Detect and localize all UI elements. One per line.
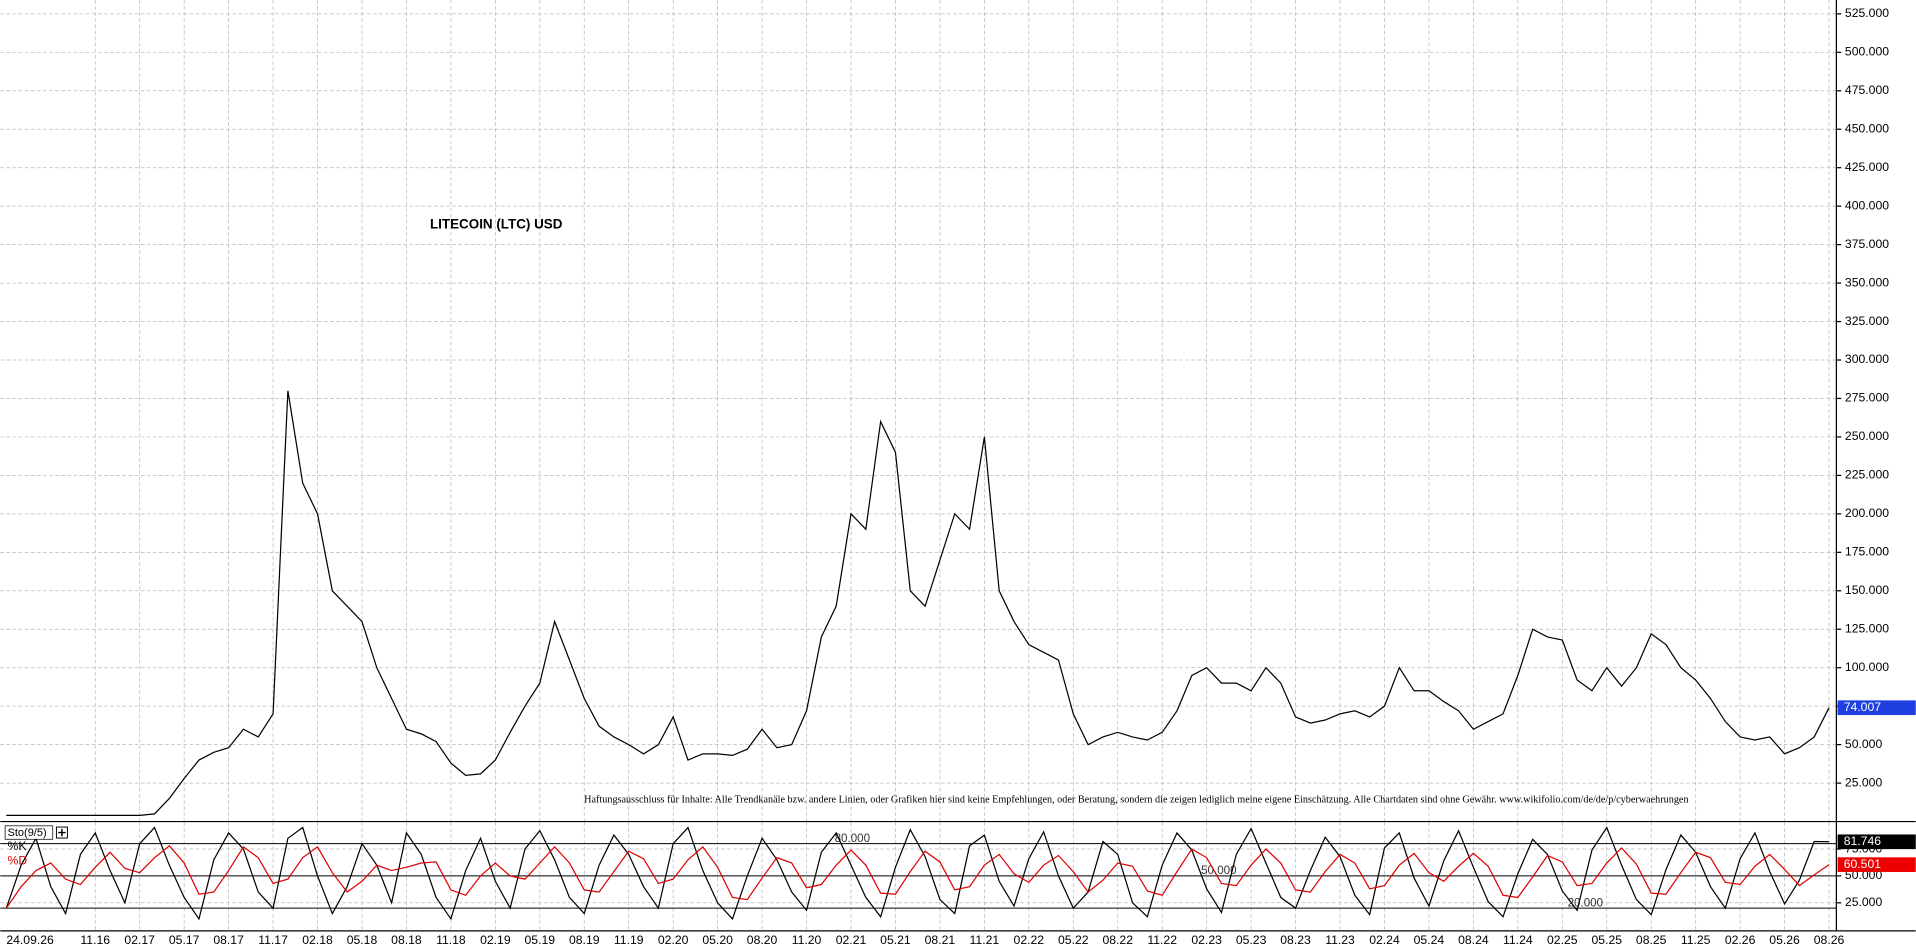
- x-tick-label: 08.25: [1636, 933, 1667, 947]
- x-tick-label: 11.23: [1325, 933, 1355, 947]
- x-tick-label: 02.21: [836, 933, 867, 947]
- y-tick-label: 300.000: [1845, 352, 1889, 366]
- x-tick-label: 05.19: [525, 933, 556, 947]
- x-tick-label: 24.09.26: [6, 933, 54, 947]
- y-tick-label: 25.000: [1845, 775, 1883, 789]
- x-tick-label: 05.26: [1769, 933, 1800, 947]
- y-tick-label: 325.000: [1845, 314, 1889, 328]
- level-label: 80.000: [835, 832, 870, 845]
- indicator-box[interactable]: [4, 825, 54, 840]
- y-tick-label: 275.000: [1845, 391, 1889, 405]
- x-tick-label: 05.23: [1236, 933, 1267, 947]
- x-tick-label: 05.24: [1414, 933, 1445, 947]
- x-tick-label: 08.26: [1814, 933, 1845, 947]
- disclaimer: Haftungsausschluss für Inhalte: Alle Tre…: [584, 795, 1689, 806]
- x-tick-label: 05.17: [169, 933, 200, 947]
- x-tick-label: 11.24: [1503, 933, 1533, 947]
- last-value-label: 81.746: [1844, 834, 1882, 848]
- x-tick-label: 08.22: [1102, 933, 1133, 947]
- x-tick-label: 11.22: [1147, 933, 1177, 947]
- last-value-box: [1837, 700, 1916, 716]
- x-tick-label: 02.18: [302, 933, 333, 947]
- x-tick-label: 05.18: [347, 933, 378, 947]
- add-icon: [58, 828, 66, 837]
- y-tick-label: 100.000: [1845, 660, 1889, 674]
- y-tick-label: 200.000: [1845, 506, 1889, 520]
- y-tick-label: 500.000: [1845, 45, 1889, 59]
- x-tick-label: 05.25: [1591, 933, 1622, 947]
- y-tick-label: 225.000: [1845, 468, 1889, 482]
- legend-entry: %D: [8, 853, 28, 867]
- x-tick-label: 08.19: [569, 933, 600, 947]
- x-tick-label: 02.17: [124, 933, 155, 947]
- x-tick-label: 02.22: [1014, 933, 1045, 947]
- x-tick-label: 08.17: [213, 933, 244, 947]
- x-tick-label: 02.23: [1191, 933, 1222, 947]
- x-tick-label: 11.19: [614, 933, 644, 947]
- x-tick-label: 08.21: [925, 933, 956, 947]
- x-tick-label: 02.20: [658, 933, 689, 947]
- x-tick-label: 02.24: [1369, 933, 1400, 947]
- level-label: 50.000: [1201, 864, 1236, 877]
- x-tick-label: 05.20: [702, 933, 733, 947]
- y-tick-label: 525.000: [1845, 6, 1889, 20]
- y-tick-label: 450.000: [1845, 121, 1889, 135]
- x-tick-label: 02.25: [1547, 933, 1578, 947]
- chart-title: LITECOIN (LTC) USD: [430, 216, 563, 231]
- x-tick-label: 11.16: [80, 933, 110, 947]
- last-value-box: [1837, 857, 1916, 872]
- x-tick-label: 02.19: [480, 933, 511, 947]
- x-tick-label: 11.20: [792, 933, 822, 947]
- indicator-title: Sto(9/5): [8, 827, 47, 839]
- x-tick-label: 08.20: [747, 933, 778, 947]
- y-tick-label: 400.000: [1845, 198, 1889, 212]
- y-tick-label: 475.000: [1845, 83, 1889, 97]
- x-tick-label: 11.18: [436, 933, 466, 947]
- last-value-label: 60.501: [1844, 857, 1882, 871]
- x-tick-label: 11.21: [970, 933, 1000, 947]
- y-tick-label: 25.000: [1845, 895, 1883, 909]
- x-tick-label: 08.18: [391, 933, 422, 947]
- legend-entry: %K: [8, 839, 27, 853]
- level-label: 20.000: [1568, 896, 1603, 909]
- x-tick-label: 11.25: [1681, 933, 1711, 947]
- series-line: [6, 390, 1830, 817]
- y-tick-label: 50.000: [1845, 737, 1883, 751]
- y-tick-label: 125.000: [1845, 621, 1889, 635]
- y-tick-label: 175.000: [1845, 545, 1889, 559]
- series-line: [5, 844, 1830, 909]
- x-tick-label: 08.23: [1280, 933, 1311, 947]
- last-value-box: [1837, 834, 1916, 850]
- y-tick-label: 250.000: [1845, 429, 1889, 443]
- x-tick-label: 05.22: [1058, 933, 1089, 947]
- x-tick-label: 11.17: [258, 933, 288, 947]
- x-tick-label: 02.26: [1725, 933, 1756, 947]
- y-tick-label: 150.000: [1845, 583, 1889, 597]
- last-value-label: 74.007: [1844, 700, 1882, 714]
- x-tick-label: 05.21: [880, 933, 911, 947]
- x-tick-label: 08.24: [1458, 933, 1489, 947]
- y-tick-label: 350.000: [1845, 275, 1889, 289]
- y-tick-label: 425.000: [1845, 160, 1889, 174]
- y-tick-label: 375.000: [1845, 237, 1889, 251]
